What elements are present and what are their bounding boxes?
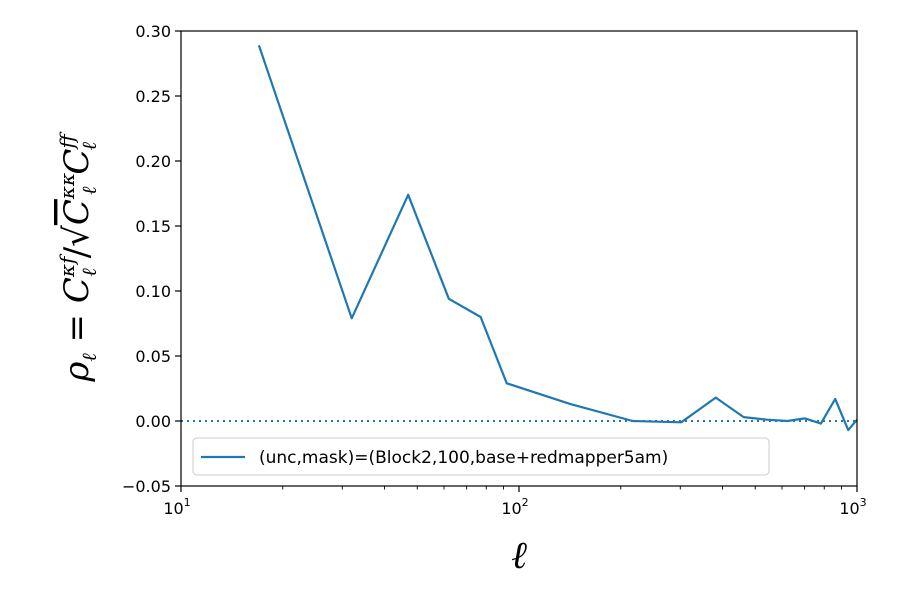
series-line-0	[257, 44, 858, 432]
x-tick-label: 101	[163, 496, 190, 518]
y-axis: 0.30 0.25 0.20 0.15 0.10 0.05 0.00 −0.05	[122, 22, 181, 496]
y-tick-label: −0.05	[122, 477, 171, 496]
plot-area	[181, 44, 858, 432]
y-tick-label: 0.00	[135, 412, 171, 431]
y-axis-title: ρℓ = Cκfℓ/√CκκℓCffℓ	[55, 131, 101, 383]
y-tick-label: 0.20	[135, 152, 171, 171]
x-tick-label: 102	[501, 496, 528, 518]
x-axis: 101 102 103	[163, 486, 867, 518]
y-tick-label: 0.05	[135, 347, 171, 366]
legend-entry-label: (unc,mask)=(Block2,100,base+redmapper5am…	[259, 448, 668, 468]
y-tick-label: 0.30	[135, 22, 171, 41]
legend-box	[192, 437, 770, 476]
svg-text:ρℓ = Cκfℓ/√CκκℓCffℓ: ρℓ = Cκfℓ/√CκκℓCffℓ	[55, 131, 101, 383]
y-tick-label: 0.10	[135, 282, 171, 301]
x-axis-title: ℓ	[511, 533, 527, 577]
legend: (unc,mask)=(Block2,100,base+redmapper5am…	[192, 437, 770, 476]
y-tick-label: 0.25	[135, 87, 171, 106]
y-tick-label: 0.15	[135, 217, 171, 236]
x-tick-label: 103	[839, 496, 866, 518]
